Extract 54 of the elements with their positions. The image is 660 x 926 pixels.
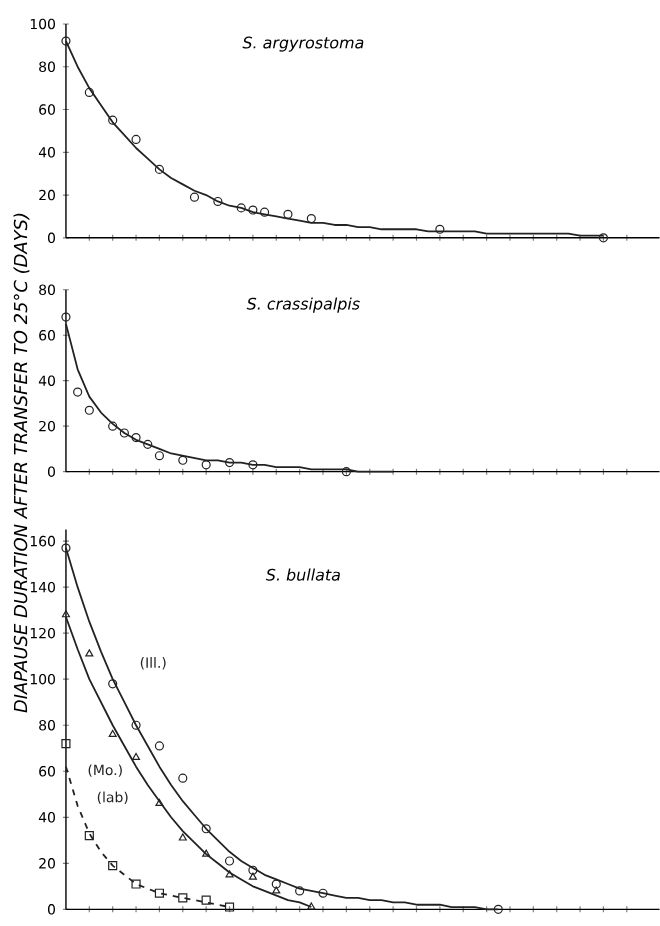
point [259,207,270,217]
point [306,213,316,224]
point [155,798,164,807]
point [61,312,71,322]
point [283,209,293,219]
point [201,824,211,834]
point [294,886,305,896]
point [84,405,94,415]
point [272,886,281,894]
point [131,720,141,730]
point [61,739,71,749]
point [224,902,235,912]
point [224,457,235,468]
point [248,460,258,470]
point [178,455,188,465]
point [85,649,94,657]
point [225,870,234,878]
point [72,387,83,397]
point [61,610,70,618]
point [248,865,258,875]
point [318,888,328,898]
point [154,741,164,751]
point [178,833,187,841]
point [341,467,351,477]
point [248,205,258,215]
point [108,115,118,125]
point [108,861,118,871]
point [131,432,141,443]
point [108,679,118,689]
point [119,428,129,438]
point [236,203,246,213]
point [201,460,211,470]
point [154,888,164,898]
point [435,224,445,234]
point [178,773,188,783]
point [248,872,257,880]
point [108,421,118,431]
point [202,849,211,857]
point [84,831,94,841]
point [154,164,164,174]
point [154,451,164,461]
point [131,879,141,889]
point [189,192,199,202]
point [213,196,223,207]
point [224,856,235,866]
point [108,729,117,738]
point [178,893,188,903]
y-axis-title: DIAPAUSE DURATION AFTER TRANSFER TO 25°C (DAYS) [13,213,30,713]
point [201,895,211,905]
point [131,752,141,761]
point [131,134,141,145]
point [143,439,153,449]
point [84,87,94,97]
point [271,879,281,889]
